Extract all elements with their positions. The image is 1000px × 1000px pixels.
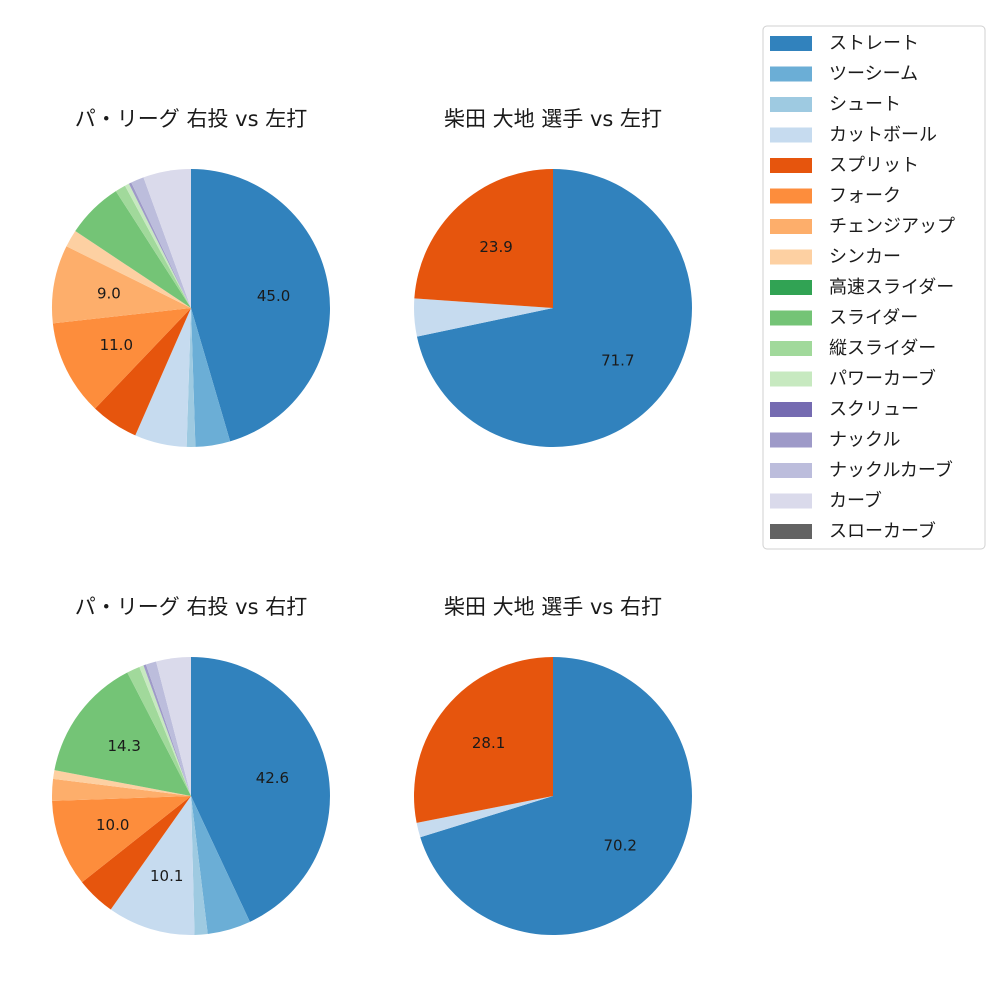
pie-1-slices: 45.0 11.0 9.0 — [52, 169, 331, 447]
legend-label-pitch-17: スローカーブ — [829, 520, 936, 542]
pie-3-slice-pitch-12 — [139, 665, 191, 796]
pie-2-data-label-pitch-5: 23.9 — [479, 238, 512, 256]
pie-2-data-label-pitch-1: 71.7 — [601, 352, 634, 370]
legend-frame — [762, 25, 986, 550]
pie-3-data-label-pitch-10: 14.3 — [107, 737, 140, 755]
pie-4-data-label-pitch-1: 70.2 — [603, 836, 636, 854]
legend-swatch-pitch-16 — [770, 493, 812, 509]
pie-1-slice-pitch-12 — [124, 183, 191, 308]
legend-label-pitch-3: シュート — [829, 94, 901, 115]
legend-label-pitch-12: パワーカーブ — [829, 368, 936, 390]
legend-swatch-pitch-17 — [770, 524, 812, 539]
legend-label-pitch-9: 高速スライダー — [829, 277, 954, 298]
pie-panel-3: パ・リーグ 右投 vs 右打 42.6 10.1 10.0 14.3 — [51, 595, 330, 936]
pie-4-slice-pitch-1 — [420, 657, 692, 936]
pie-1-slice-pitch-4 — [135, 308, 191, 447]
legend-label-pitch-10: スライダー — [829, 308, 918, 329]
legend-label-pitch-4: カットボール — [829, 125, 937, 146]
pie-3-data-label-pitch-4: 10.1 — [150, 867, 183, 885]
pie-1-slice-pitch-16 — [143, 169, 191, 308]
pie-3-slice-pitch-6 — [52, 796, 191, 883]
pie-3-slice-pitch-14 — [143, 664, 191, 796]
legend-items: ストレートツーシームシュートカットボールスプリットフォークチェンジアップシンカー… — [770, 33, 955, 542]
legend-label-pitch-6: フォーク — [829, 186, 901, 207]
legend-label-pitch-7: チェンジアップ — [829, 216, 955, 237]
legend-swatch-pitch-4 — [770, 127, 812, 143]
pie-1-slice-pitch-14 — [128, 182, 191, 308]
pie-1-data-label-pitch-1: 45.0 — [257, 287, 290, 305]
legend-label-pitch-13: スクリュー — [829, 399, 919, 420]
legend-label-pitch-14: ナックル — [829, 430, 900, 451]
pie-3-slice-pitch-3 — [191, 796, 208, 935]
pie-4-slices: 70.2 28.1 — [414, 657, 692, 936]
pie-1-slice-pitch-7 — [52, 246, 192, 324]
pie-1-slice-pitch-1 — [191, 169, 331, 442]
legend: ストレートツーシームシュートカットボールスプリットフォークチェンジアップシンカー… — [762, 25, 986, 550]
pie-2-slice-pitch-5 — [414, 169, 553, 308]
legend-label-pitch-8: シンカー — [829, 247, 901, 268]
legend-label-pitch-5: スプリット — [829, 155, 919, 176]
legend-swatch-pitch-13 — [770, 402, 812, 417]
pie-title-4: 柴田 大地 選手 vs 右打 — [444, 595, 662, 619]
pie-1-slice-pitch-11 — [115, 185, 191, 308]
legend-swatch-pitch-1 — [770, 36, 812, 51]
pie-title-1: パ・リーグ 右投 vs 左打 — [75, 107, 307, 131]
pie-4-slice-pitch-4 — [416, 796, 553, 838]
legend-swatch-pitch-14 — [770, 432, 812, 448]
pie-3-slice-pitch-4 — [110, 796, 195, 936]
legend-swatch-pitch-3 — [770, 97, 812, 112]
pie-2-slices: 71.7 23.9 — [413, 169, 693, 448]
legend-swatch-pitch-2 — [770, 66, 812, 82]
pie-panel-1: パ・リーグ 右投 vs 左打 45.0 11.0 9.0 — [52, 107, 331, 447]
pie-1-slice-pitch-2 — [191, 308, 231, 447]
pie-1-slice-pitch-5 — [95, 308, 191, 436]
pie-1-data-label-pitch-6: 11.0 — [100, 336, 133, 354]
pie-3-slice-pitch-15 — [145, 661, 191, 796]
pie-3-slice-pitch-16 — [156, 657, 191, 796]
legend-label-pitch-16: カーブ — [829, 490, 882, 512]
pie-3-slices: 42.6 10.1 10.0 14.3 — [51, 657, 330, 936]
legend-swatch-pitch-15 — [770, 463, 812, 478]
legend-label-pitch-11: 縦スライダー — [829, 338, 936, 359]
legend-swatch-pitch-9 — [770, 280, 812, 295]
pie-1-slice-pitch-15 — [131, 177, 191, 308]
pie-panel-2: 柴田 大地 選手 vs 左打 71.7 23.9 — [413, 107, 693, 448]
legend-label-pitch-15: ナックルカーブ — [829, 459, 953, 481]
pie-4-slice-pitch-5 — [414, 657, 553, 823]
pie-3-slice-pitch-7 — [51, 778, 192, 801]
legend-swatch-pitch-5 — [770, 158, 812, 173]
pie-2-slice-pitch-1 — [416, 169, 693, 448]
pie-3-data-label-pitch-1: 42.6 — [256, 769, 289, 787]
pie-title-3: パ・リーグ 右投 vs 右打 — [75, 595, 307, 619]
legend-swatch-pitch-10 — [770, 310, 812, 326]
pie-1-slice-pitch-3 — [186, 308, 196, 447]
pie-1-slice-pitch-10 — [75, 191, 191, 308]
legend-label-pitch-1: ストレート — [829, 33, 919, 54]
pie-3-data-label-pitch-6: 10.0 — [96, 816, 129, 834]
legend-label-pitch-2: ツーシーム — [829, 64, 918, 85]
pie-1-data-label-pitch-7: 9.0 — [97, 285, 121, 303]
pie-1-slice-pitch-6 — [52, 308, 191, 409]
pie-3-slice-pitch-2 — [191, 796, 250, 934]
legend-swatch-pitch-6 — [770, 188, 812, 204]
legend-swatch-pitch-8 — [770, 249, 812, 265]
pie-1-slice-pitch-8 — [66, 231, 191, 308]
legend-swatch-pitch-11 — [770, 341, 812, 356]
pie-3-slice-pitch-5 — [82, 796, 191, 910]
pie-3-slice-pitch-11 — [127, 666, 191, 796]
pie-3-slice-pitch-8 — [53, 770, 192, 796]
legend-swatch-pitch-12 — [770, 371, 812, 387]
pie-2-slice-pitch-4 — [413, 298, 553, 337]
pie-title-2: 柴田 大地 選手 vs 左打 — [444, 107, 662, 131]
legend-swatch-pitch-7 — [770, 219, 812, 234]
pie-4-data-label-pitch-5: 28.1 — [472, 734, 505, 752]
pie-3-slice-pitch-10 — [54, 672, 192, 796]
pie-panel-4: 柴田 大地 選手 vs 右打 70.2 28.1 — [414, 595, 692, 936]
pie-3-slice-pitch-1 — [191, 657, 330, 922]
